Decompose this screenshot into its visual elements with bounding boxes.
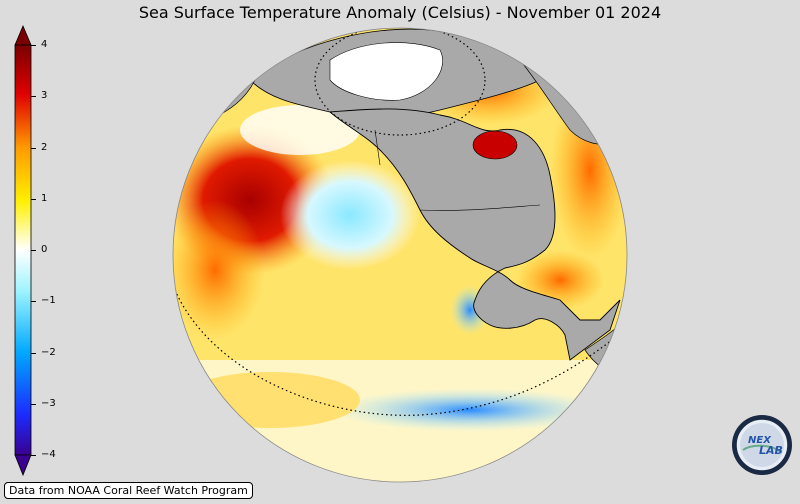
svg-text:NEX: NEX <box>748 435 772 446</box>
svg-text:LAB: LAB <box>759 444 783 457</box>
arctic-circle-line <box>314 28 486 136</box>
map-title: Sea Surface Temperature Anomaly (Celsius… <box>138 3 662 22</box>
colorbar-tick-label: −3 <box>41 397 56 409</box>
colorbar-tick-label: 4 <box>41 39 48 50</box>
colorbar-tick-label: −1 <box>41 295 56 307</box>
colorbar-tick-label: −2 <box>41 346 56 358</box>
colorbar-tick-mark <box>31 250 36 251</box>
colorbar-tick-mark <box>31 96 36 98</box>
nex-lab-logo: NEX LAB <box>731 414 793 476</box>
cool-anomaly-pacific <box>280 160 420 270</box>
data-source-note: Data from NOAA Coral Reef Watch Program <box>4 482 253 499</box>
colorbar-tick-label: 3 <box>41 90 48 102</box>
colorbar-graphic <box>14 24 32 477</box>
north-america-land <box>328 108 621 361</box>
colorbar-tick-mark <box>31 403 36 405</box>
colorbar-tick-mark <box>31 198 36 200</box>
colorbar-tick-mark <box>31 455 36 456</box>
colorbar-tick-label: −4 <box>41 449 56 460</box>
tropic-line <box>174 289 613 416</box>
equatorial-cool-band <box>330 388 610 432</box>
colorbar-tick-label: 1 <box>41 192 48 204</box>
globe-outline <box>172 27 628 483</box>
colorbar-tick-label: 0 <box>41 244 48 255</box>
hudson-bay-anomaly <box>472 130 518 160</box>
colorbar-tick-mark <box>31 147 36 149</box>
nex-lab-logo-graphic: NEX LAB <box>732 415 792 475</box>
colorbar-tick-mark <box>31 352 36 354</box>
colorbar-tick-label: 2 <box>41 141 48 153</box>
globe-surface <box>173 28 627 482</box>
colorbar: 4 3 2 1 0 −1 −2 −3 −4 <box>0 0 80 500</box>
colorbar-tick-mark <box>31 45 36 46</box>
colorbar-tick-mark <box>31 301 36 303</box>
colorbar-lower-extension <box>14 454 32 477</box>
